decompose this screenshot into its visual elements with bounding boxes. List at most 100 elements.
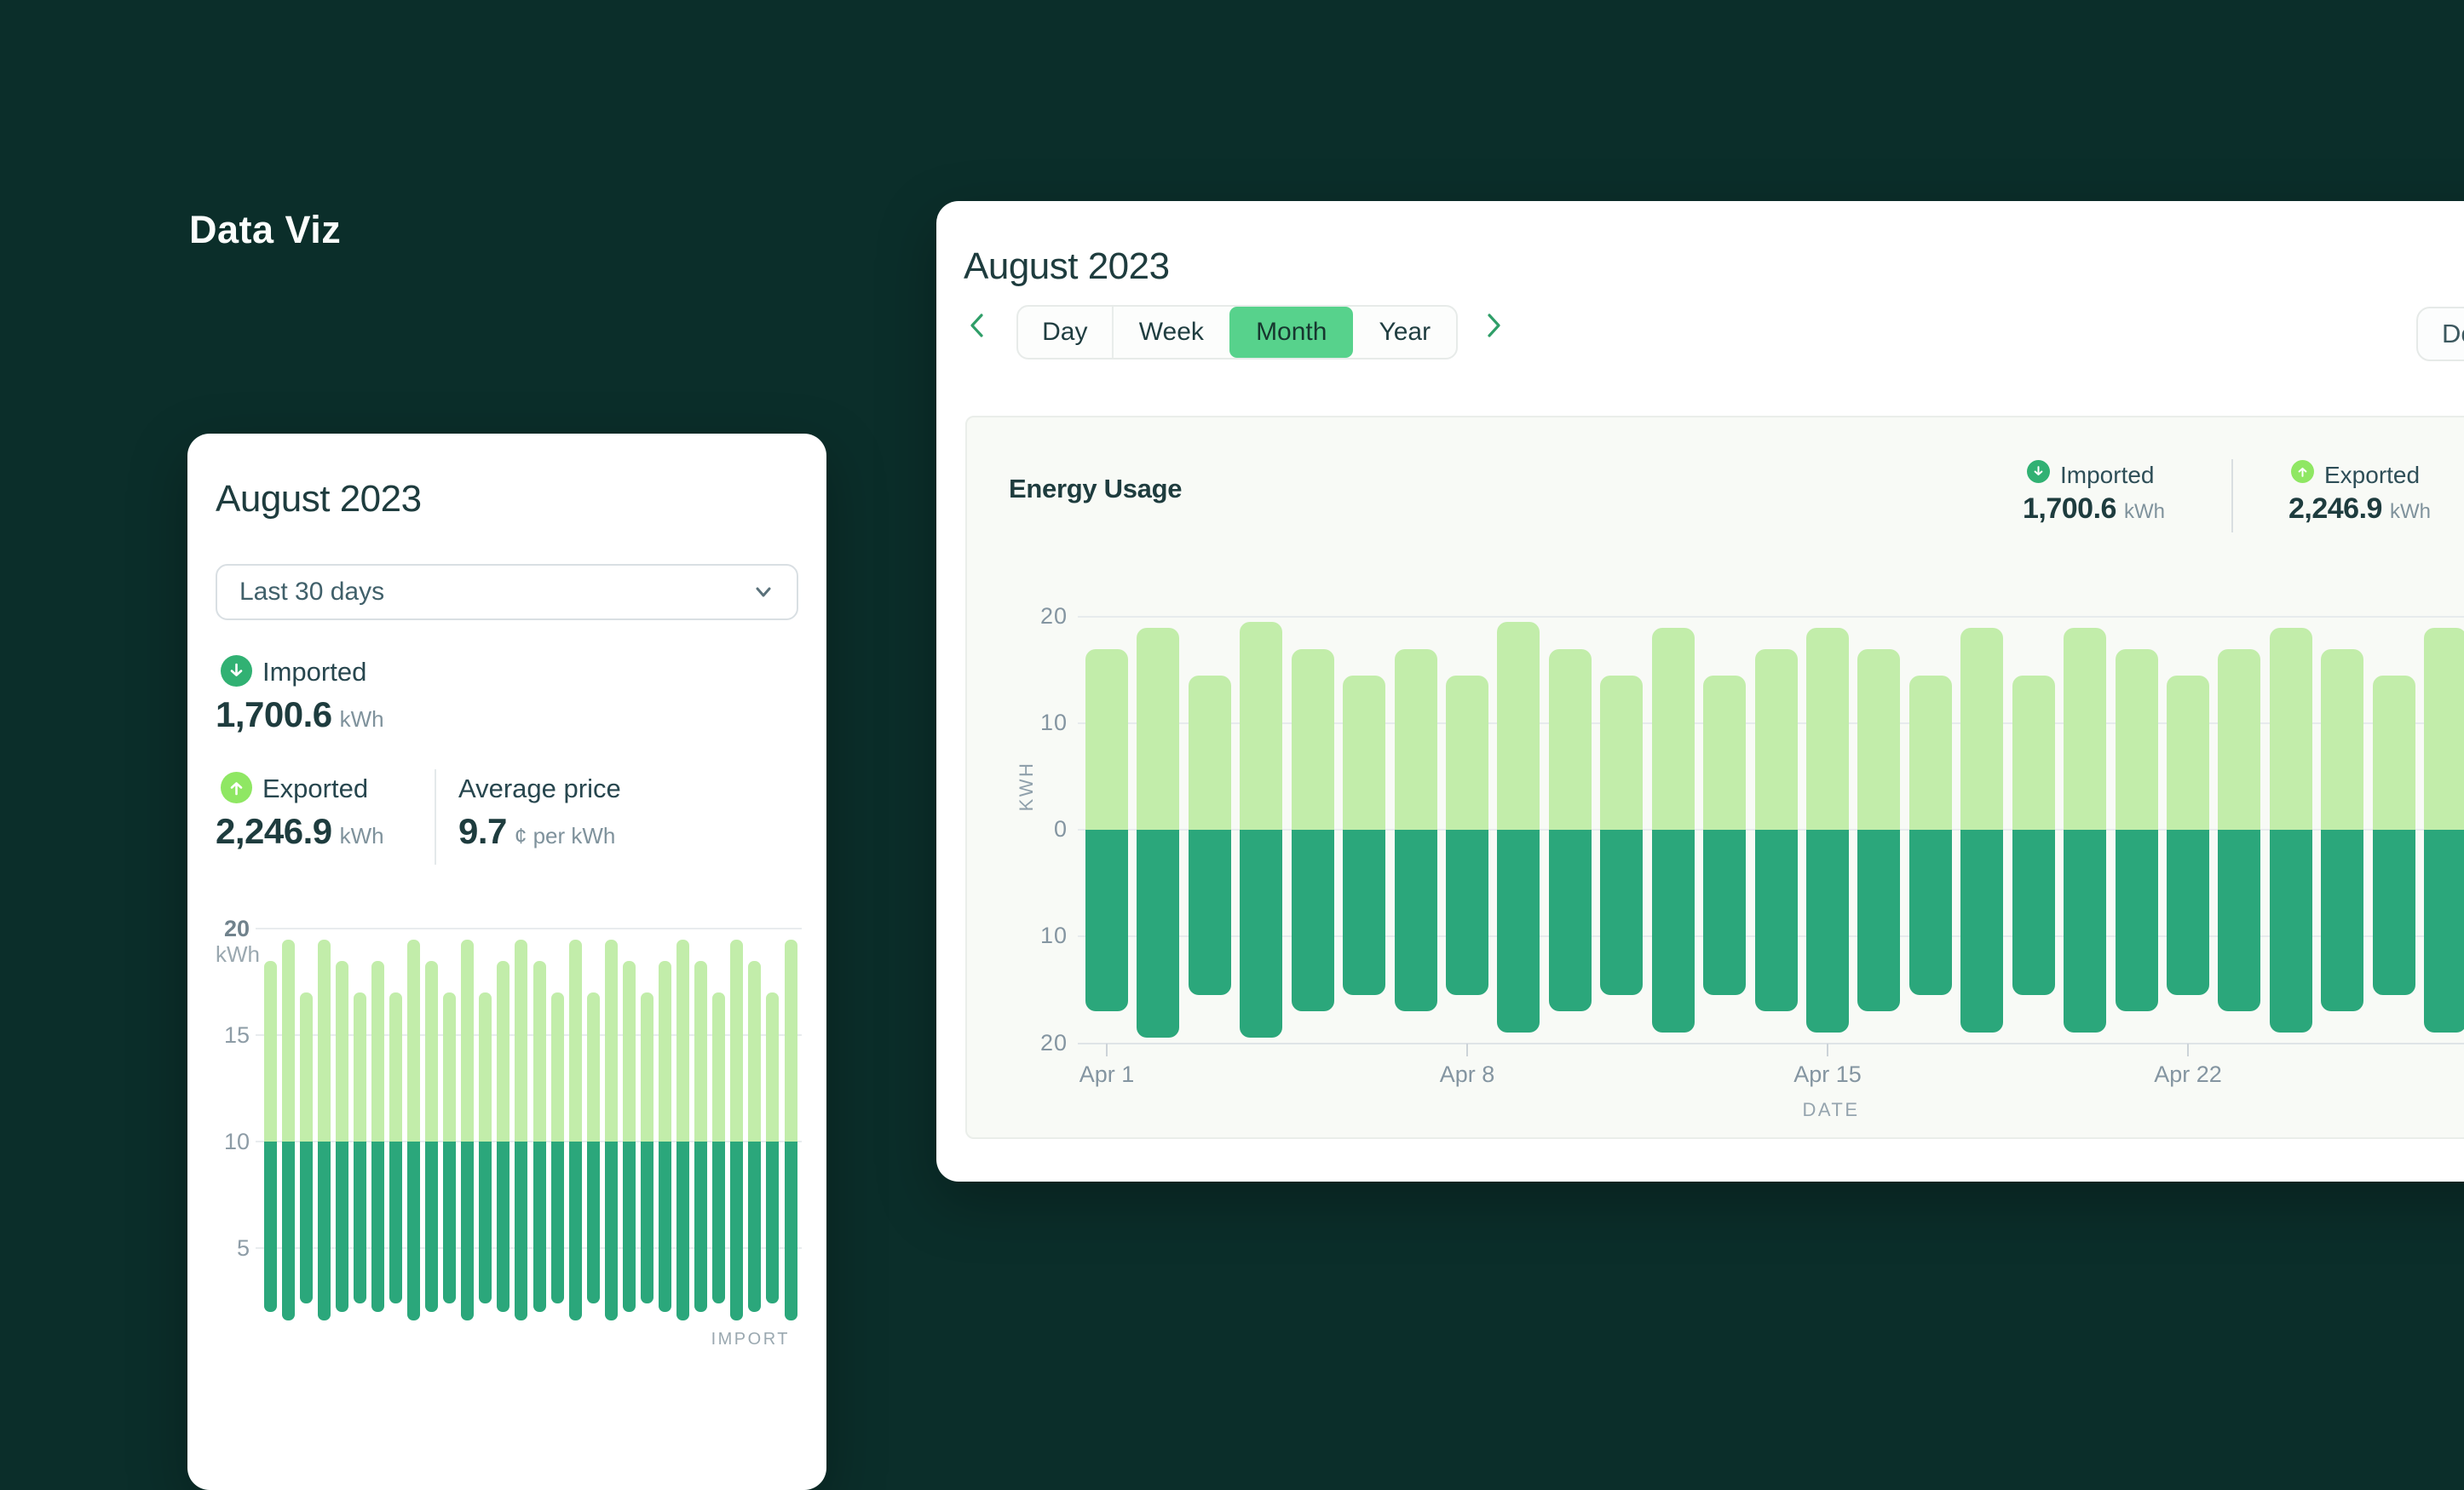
mini-bar-import-bottom [694,1142,708,1312]
energy-bar-exported [2424,830,2464,1033]
legend-exported-unit: kWh [2389,500,2431,523]
x-tick-label: Apr 1 [1079,1061,1135,1087]
imported-value-row: 1,700.6 kWh [216,694,384,735]
tab-day[interactable]: Day [1018,307,1114,358]
mini-bar-import-bottom [281,1142,295,1320]
mini-bar-import-top [443,992,457,1142]
mini-bar-import-bottom [640,1142,653,1303]
imported-value: 1,700.6 [216,694,332,734]
average-price-value-row: 9.7 ¢ per kWh [458,811,615,852]
average-price-value: 9.7 [458,811,507,851]
mini-ytick-20: 20 [223,916,250,941]
mini-bar-import-top [659,960,672,1142]
mini-bar-import-bottom [659,1142,672,1312]
mini-bar-import-bottom [712,1142,726,1303]
energy-bar-imported [2321,648,2364,830]
energy-bar-exported [2218,830,2261,1011]
average-price-label: Average price [458,774,621,803]
mini-bar-import-top [604,939,618,1142]
energy-bar-imported [2218,648,2261,830]
gridline-pos20 [1078,616,2464,618]
mini-yaxis-unit: kWh [216,941,260,967]
energy-bar-imported [1651,627,1695,830]
mini-bar-import-top [550,992,564,1142]
mini-bar-import-top [766,992,780,1142]
energy-bar-exported [1651,830,1695,1033]
imported-label: Imported [262,657,367,687]
mini-bar-import-top [479,992,492,1142]
date-range-dropdown[interactable]: Last 30 days [216,564,798,620]
imported-arrow-down-icon [221,655,252,687]
energy-chart-plot: Apr 1 Apr 8 Apr 15 Apr 22 [967,417,2464,1137]
energy-bar-imported [2372,675,2415,830]
mini-bar-import-bottom [622,1142,636,1312]
energy-bar-exported [1857,830,1901,1011]
mini-bar-import-bottom [748,1142,762,1312]
download-button[interactable]: Do [2416,307,2464,361]
imported-unit: kWh [339,706,384,732]
energy-bar-exported [1446,830,1488,995]
energy-bar-imported [1446,675,1488,830]
x-tick-mark [2187,1044,2190,1056]
tab-week[interactable]: Week [1138,318,1204,346]
mini-gridline-15 [256,1034,802,1036]
mini-bar-import-bottom [766,1142,780,1303]
mini-bar-import-top [263,960,277,1142]
energy-bar-imported [1497,622,1540,830]
tab-month[interactable]: Month [1229,307,1354,358]
energy-dashboard-card: August 2023 Day Week Month Year Do Energy U… [936,201,2464,1182]
energy-bar-exported [1085,830,1128,1011]
mini-bar-import-bottom [263,1142,277,1312]
mini-bar-import-top [299,992,313,1142]
energy-bar-imported [1085,648,1128,830]
mini-gridline-5 [256,1247,802,1249]
mini-bar-import-top [748,960,762,1142]
exported-value: 2,246.9 [216,811,332,851]
x-tick-mark [1827,1044,1829,1056]
mini-bar-import-bottom [533,1142,546,1312]
energy-bar-imported [1394,648,1437,830]
mini-bar-import-bottom [407,1142,421,1320]
energy-bar-exported [1188,830,1231,995]
mini-bar-import-bottom [497,1142,510,1312]
energy-bar-exported [1548,830,1592,1011]
mini-bar-import-top [676,939,690,1142]
mini-bar-import-bottom [479,1142,492,1303]
energy-usage-title: Energy Usage [1009,474,1183,503]
download-button-label: Do [2442,319,2464,348]
legend-imported-value: 1,700.6 [2023,492,2116,525]
mini-bar-import-bottom [371,1142,384,1312]
period-segmented-control: Day Week Month Year [1016,305,1458,360]
mini-gridline-20 [256,928,802,929]
mini-bar-import-bottom [425,1142,439,1312]
energy-bar-exported [1806,830,1850,1033]
energy-bar-exported [1497,830,1540,1033]
mini-bar-import-bottom [515,1142,528,1320]
mini-ytick-5: 5 [236,1235,250,1261]
mini-bar-import-top [568,939,582,1142]
previous-period-chevron-left-icon[interactable] [962,310,993,341]
tab-year[interactable]: Year [1379,318,1431,346]
ytick-0: 0 [1053,816,1068,842]
legend-exported-value-row: 2,246.9 kWh [2288,492,2431,526]
energy-bar-exported [1960,830,2004,1033]
left-card-title: August 2023 [216,478,422,520]
energy-bar-imported [1806,627,1850,830]
energy-bar-imported [2269,627,2312,830]
x-tick-label: Apr 22 [2154,1061,2222,1087]
exported-unit: kWh [339,823,384,849]
mini-bar-import-top [515,939,528,1142]
energy-bar-imported [1908,675,1952,830]
energy-bar-imported [2115,648,2158,830]
energy-bar-exported [2064,830,2107,1033]
energy-bar-imported [2012,675,2055,830]
legend-imported-value-row: 1,700.6 kWh [2023,492,2165,526]
mini-bar-import-bottom [784,1142,797,1320]
legend-exported-value: 2,246.9 [2288,492,2382,525]
next-period-chevron-right-icon[interactable] [1478,310,1509,341]
ytick-20-pos: 20 [1039,603,1068,629]
x-tick-mark [1466,1044,1468,1056]
summary-card: August 2023 Last 30 days Imported 1,700.… [187,434,826,1490]
energy-bar-exported [1394,830,1437,1011]
energy-bar-exported [1754,830,1798,1011]
